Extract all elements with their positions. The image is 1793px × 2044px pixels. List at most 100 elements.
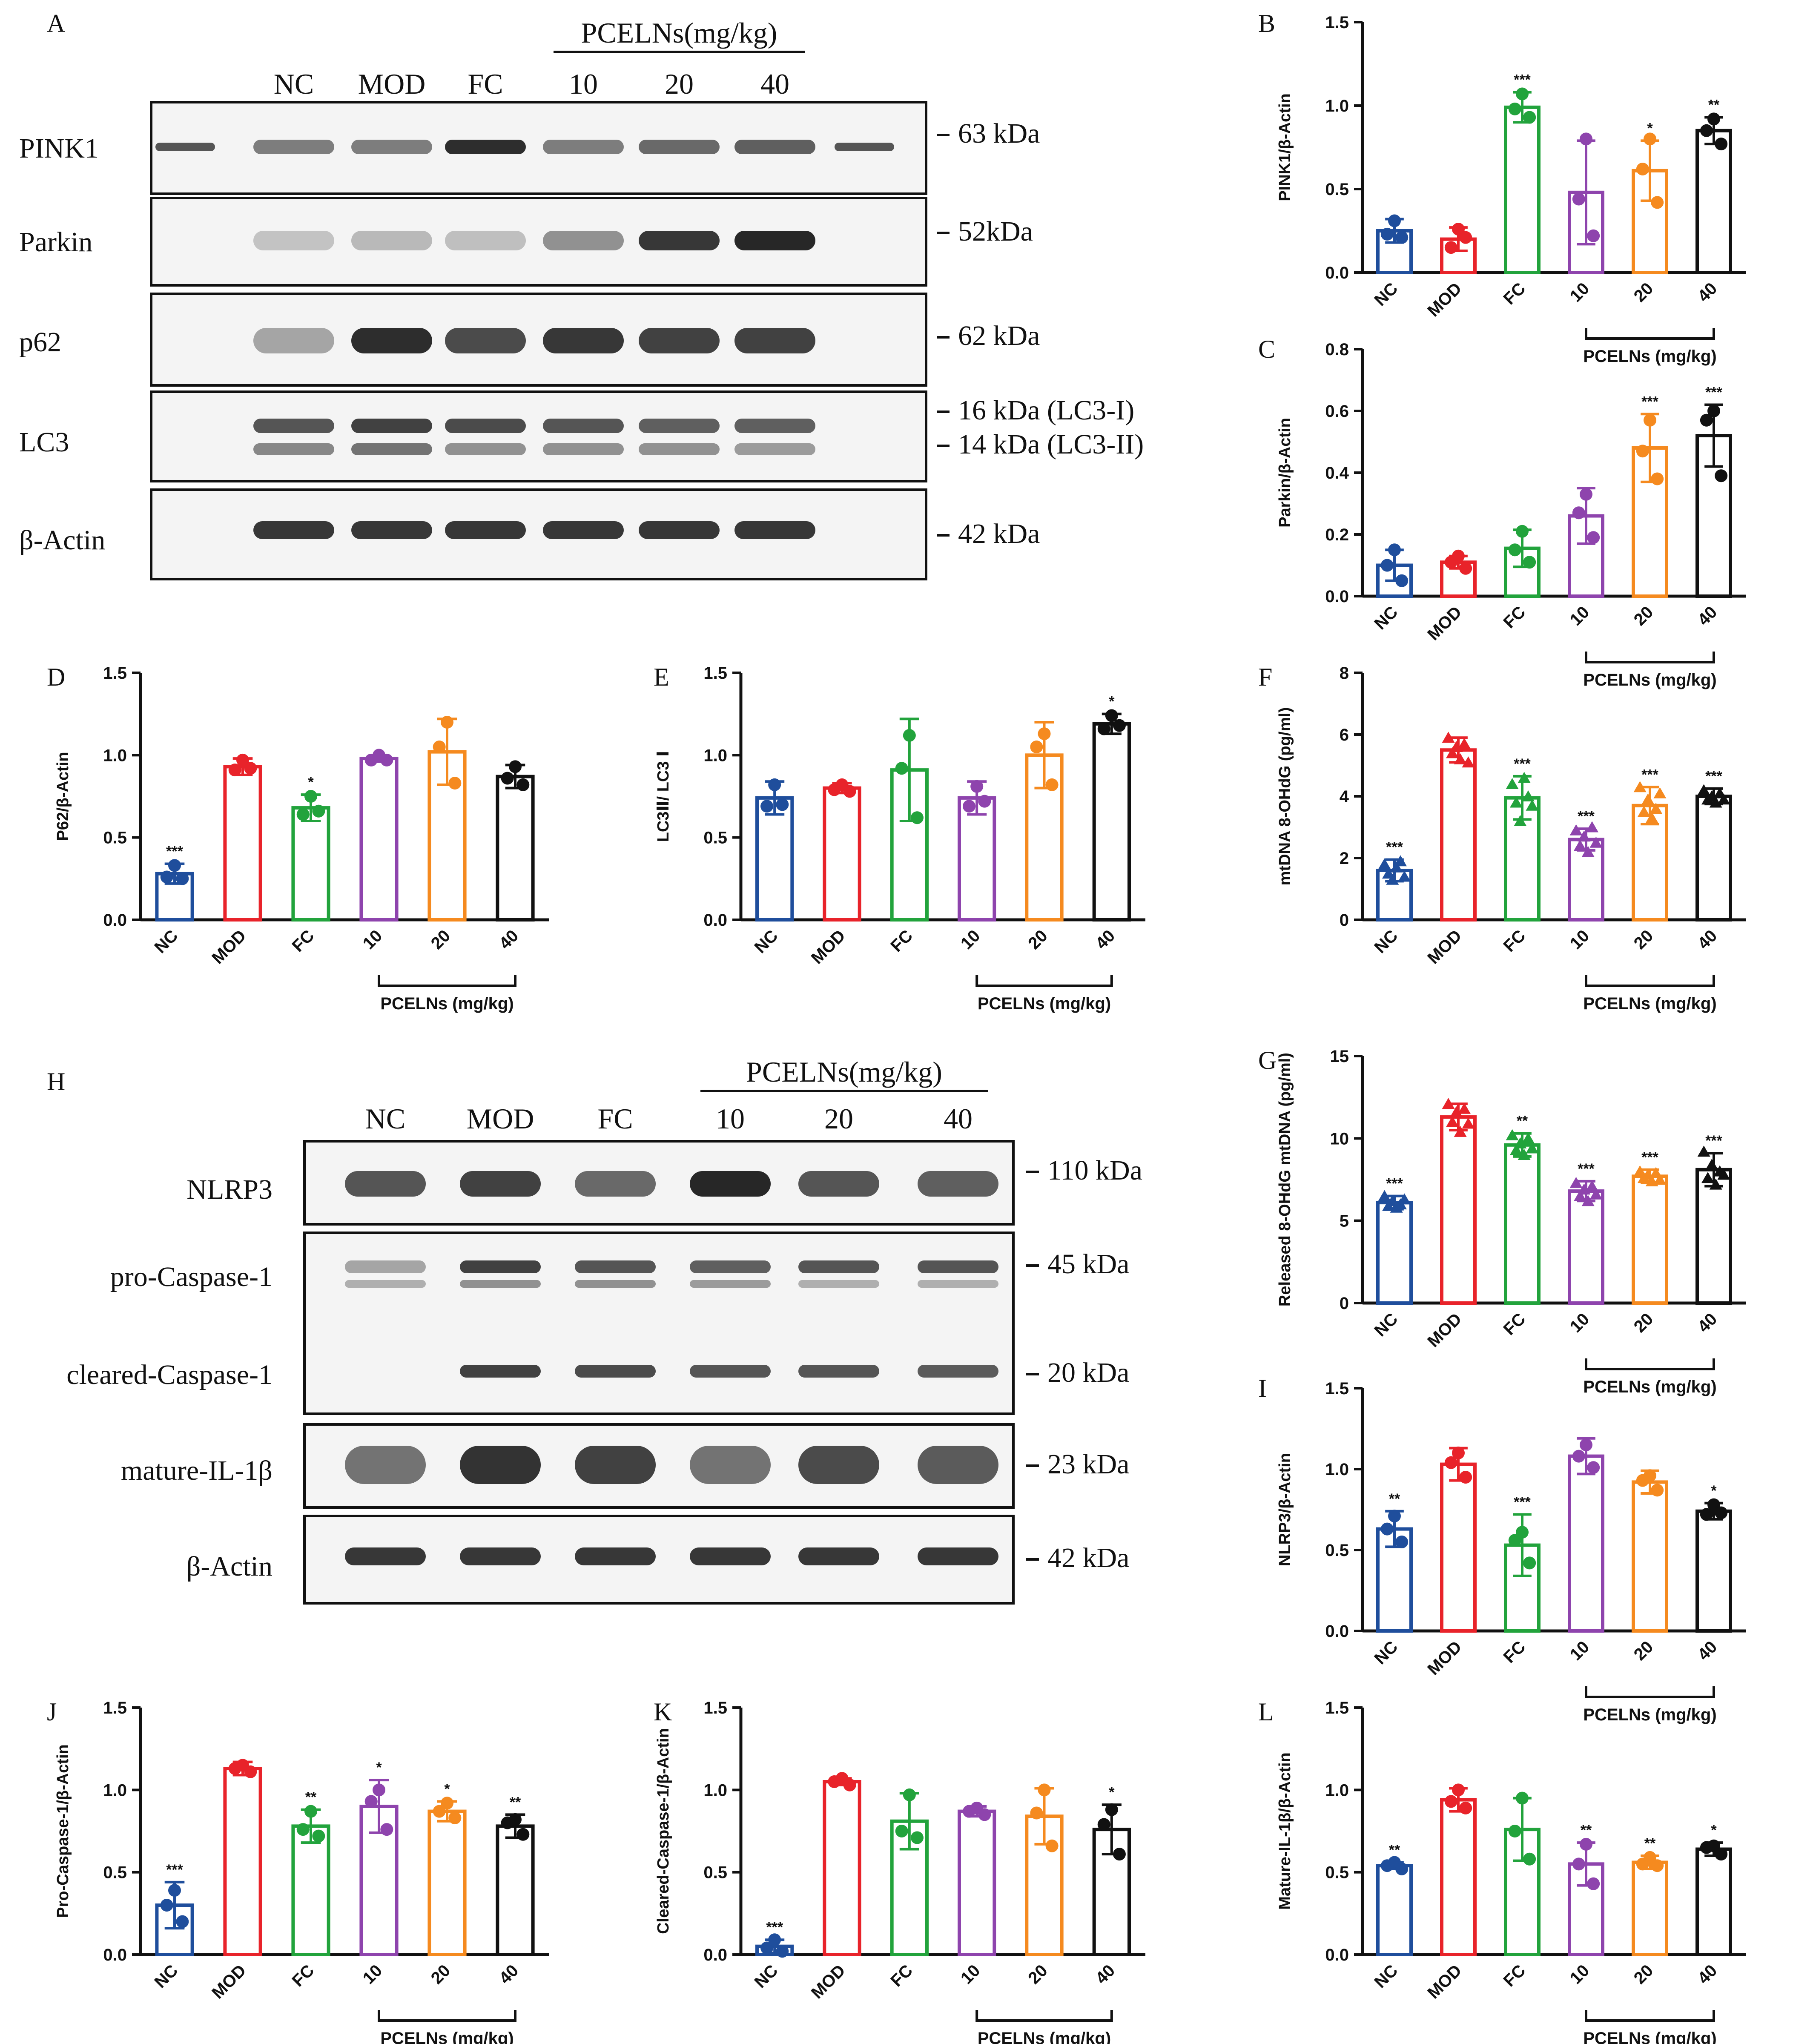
- data-point: [970, 780, 984, 793]
- bar: [1695, 1847, 1732, 1956]
- data-point: [1653, 1174, 1667, 1185]
- data-point: [1580, 1438, 1592, 1451]
- data-point: [1038, 1783, 1051, 1797]
- blot-band: [918, 1547, 998, 1565]
- data-point: [1378, 1190, 1391, 1201]
- x-group-label: PCELNs (mg/kg): [1583, 2029, 1716, 2044]
- bar: [1632, 1860, 1668, 1957]
- significance-label: ***: [1386, 839, 1403, 855]
- blot-band: [543, 419, 624, 433]
- data-point: [1390, 861, 1403, 873]
- data-point: [1589, 1188, 1603, 1200]
- y-axis-label: Cleared-Caspase-1/β-Actin: [654, 1728, 672, 1934]
- x-tick-label: 20: [1630, 279, 1657, 306]
- blot-band: [639, 521, 720, 539]
- group-bracket: [1585, 1358, 1715, 1370]
- x-tick-label: 40: [1694, 1309, 1721, 1336]
- y-tick-label: 0.0: [1325, 264, 1349, 282]
- blot-band: [543, 443, 624, 455]
- data-point: [1523, 1556, 1536, 1570]
- data-point: [1700, 1841, 1713, 1854]
- significance-label: ***: [1514, 756, 1531, 772]
- data-point: [1715, 1848, 1728, 1861]
- data-point: [1442, 1098, 1455, 1109]
- data-point: [1105, 1803, 1118, 1816]
- blot-band: [351, 443, 432, 455]
- group-bracket: [1585, 975, 1715, 987]
- blot-band: [253, 443, 334, 455]
- group-header: PCELNs(mg/kg): [581, 17, 777, 49]
- data-point: [895, 1825, 908, 1837]
- data-point: [1442, 732, 1455, 743]
- marker-label: 42 kDa: [958, 518, 1040, 549]
- y-tick-label: 0.0: [1325, 1946, 1349, 1964]
- blot-band: [460, 1446, 541, 1484]
- x-tick-label: 10: [359, 926, 386, 953]
- blot-band: [351, 231, 432, 250]
- y-axis-label: Mature-IL-1β/β-Actin: [1276, 1752, 1294, 1909]
- data-point: [304, 790, 317, 803]
- blot-band: [918, 1446, 998, 1484]
- ladder-band: [835, 143, 894, 151]
- data-point: [1450, 741, 1463, 752]
- data-point: [1462, 1117, 1475, 1129]
- data-point: [1508, 102, 1521, 115]
- data-point: [1645, 812, 1658, 823]
- blot-band: [351, 419, 432, 433]
- data-point: [1444, 556, 1457, 569]
- data-point: [1569, 824, 1583, 835]
- data-point: [1581, 1195, 1595, 1206]
- x-tick-label: 40: [496, 1961, 522, 1988]
- data-point: [1509, 796, 1523, 808]
- y-tick-label: 1.0: [1325, 1781, 1349, 1800]
- y-tick-label: 0.0: [703, 911, 727, 930]
- blot-band: [543, 328, 624, 353]
- lane-label: 40: [760, 68, 789, 100]
- data-point: [1452, 1447, 1465, 1459]
- data-point: [1587, 1461, 1600, 1474]
- blot-band: [460, 1260, 541, 1273]
- blot-band: [798, 1365, 879, 1378]
- x-group-label: PCELNs (mg/kg): [1583, 1378, 1716, 1396]
- bar: [1568, 1189, 1604, 1305]
- blot-band: [798, 1171, 879, 1197]
- y-tick-label: 1.5: [1325, 13, 1349, 32]
- data-point: [1717, 1168, 1730, 1180]
- marker-label: 14 kDa (LC3-II): [958, 429, 1144, 460]
- bar: [1695, 129, 1732, 274]
- x-tick-label: NC: [1371, 1309, 1401, 1340]
- x-tick-label: MOD: [1424, 603, 1465, 644]
- x-tick-label: 40: [1694, 926, 1721, 953]
- data-point: [1651, 472, 1664, 485]
- data-point: [1581, 846, 1595, 857]
- data-point: [978, 795, 991, 808]
- significance-label: ***: [166, 1862, 183, 1878]
- data-point: [228, 764, 241, 777]
- data-point: [1459, 1801, 1472, 1814]
- data-point: [160, 870, 173, 884]
- data-point: [1637, 806, 1650, 817]
- x-tick-label: NC: [151, 1961, 181, 1992]
- blot-membrane: [150, 390, 927, 482]
- data-point: [1653, 787, 1667, 798]
- bar: [1695, 1168, 1732, 1305]
- blot-band: [543, 231, 624, 250]
- y-tick-label: 1.5: [1325, 1379, 1349, 1398]
- data-point: [1386, 873, 1399, 885]
- blot-band: [445, 521, 526, 539]
- data-point: [1580, 1837, 1592, 1851]
- blot-band: [460, 1547, 541, 1565]
- data-point: [1459, 562, 1472, 575]
- x-tick-label: FC: [1500, 279, 1529, 308]
- blot-band: [690, 1446, 771, 1484]
- data-point: [1587, 531, 1600, 544]
- significance-label: ***: [1578, 808, 1595, 824]
- data-point: [1450, 1106, 1463, 1117]
- blot-band: [445, 231, 526, 250]
- data-point: [1030, 1806, 1043, 1820]
- data-point: [1518, 772, 1531, 783]
- data-point: [1697, 1145, 1710, 1157]
- data-point: [516, 1828, 530, 1841]
